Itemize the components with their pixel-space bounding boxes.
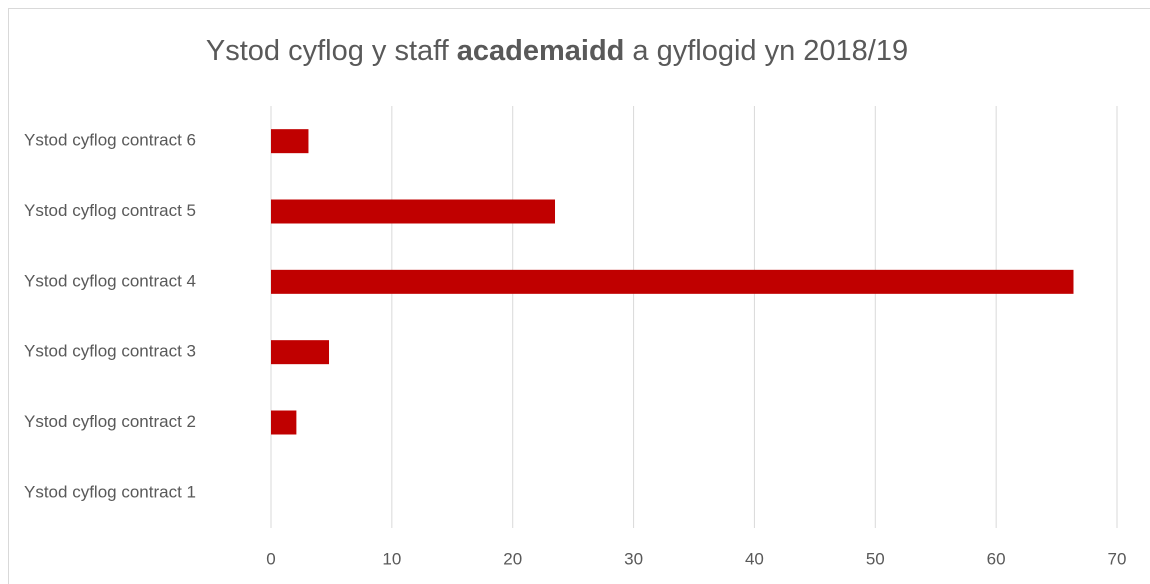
bar [271,129,309,154]
x-tick-label: 60 [987,549,1006,568]
y-tick-label: Ystod cyflog contract 2 [24,412,196,431]
bar [271,269,1074,294]
x-tick-label: 0 [266,549,275,568]
x-tick-label: 30 [624,549,643,568]
title-bold: academaidd [457,35,625,67]
x-tick-label: 20 [503,549,522,568]
y-tick-label: Ystod cyflog contract 3 [24,342,196,361]
chart-title: Ystod cyflog y staff academaidd a gyflogid… [206,35,908,67]
x-tick-label: 10 [382,549,401,568]
x-tick-label: 50 [866,549,885,568]
y-tick-label: Ystod cyflog contract 5 [24,201,196,220]
title-part: a gyflogid yn 2018/19 [632,35,908,67]
title-part: Ystod cyflog y staff [206,35,450,67]
y-tick-label: Ystod cyflog contract 4 [24,271,196,290]
y-tick-label: Ystod cyflog contract 1 [24,482,196,501]
x-tick-label: 70 [1108,549,1127,568]
bar [271,340,330,365]
bar [271,199,556,224]
bar [271,410,297,435]
chart-border [8,8,1150,584]
y-tick-label: Ystod cyflog contract 6 [24,131,196,150]
x-tick-label: 40 [745,549,764,568]
